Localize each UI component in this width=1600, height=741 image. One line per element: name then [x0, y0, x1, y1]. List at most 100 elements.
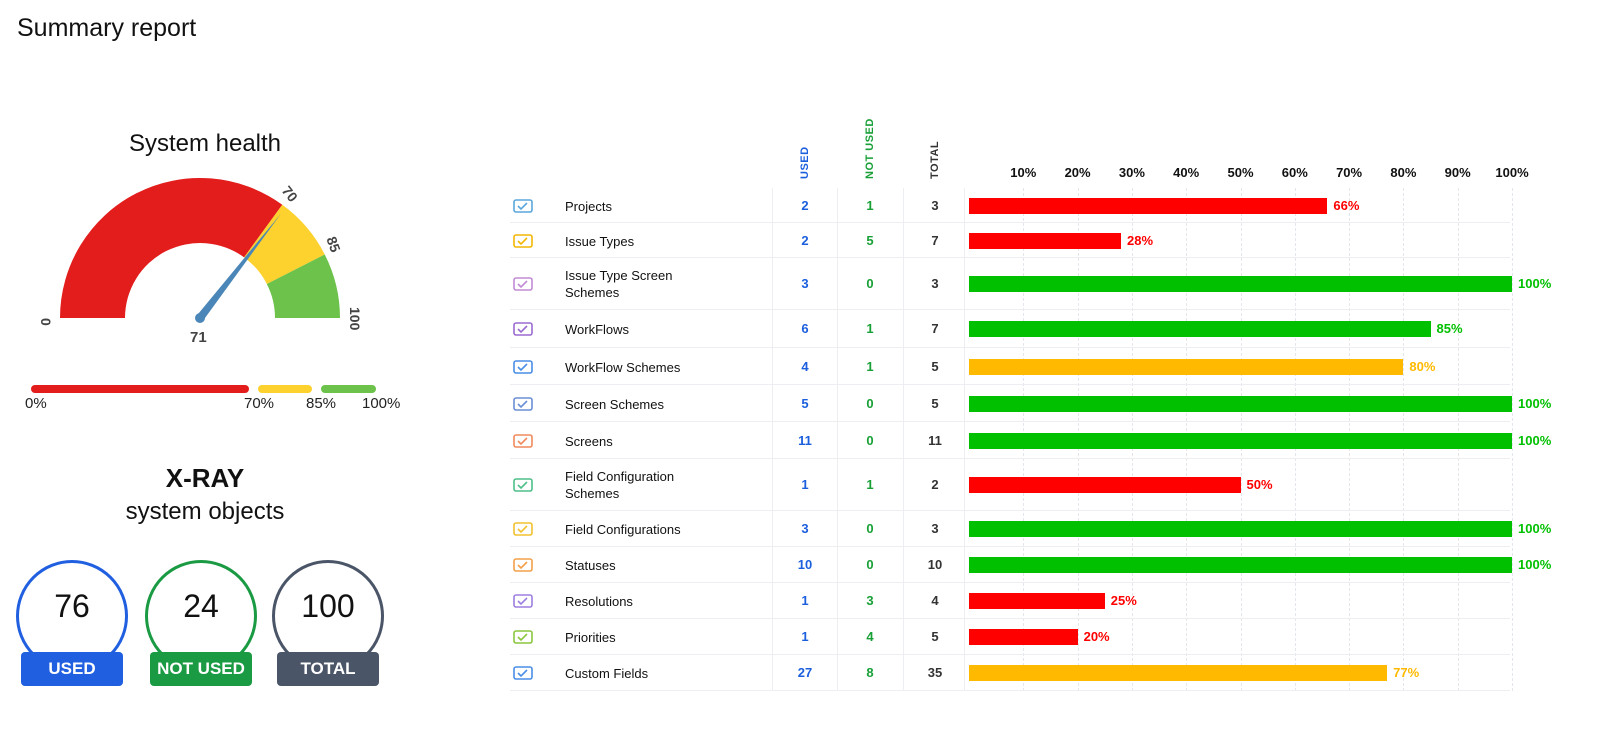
- row-percent-bar: [969, 358, 1404, 375]
- page-title: Summary report: [17, 14, 197, 42]
- row-not-used: 0: [866, 557, 874, 572]
- table-row: Resolutions 1 3 4 25%: [510, 583, 1510, 619]
- resolutions-icon: [512, 592, 533, 610]
- legend-bar-green: [321, 385, 376, 393]
- col-head-not-used: NOT USED: [855, 100, 885, 185]
- row-used: 1: [801, 593, 809, 608]
- axis-tick-label: 40%: [1173, 165, 1200, 180]
- row-percent-label: 66%: [1333, 197, 1360, 213]
- screens-icon: [512, 432, 533, 450]
- gauge-label-70: 70: [279, 183, 301, 205]
- table-row: Issue Type Screen Schemes 3 0 3 100%: [510, 258, 1551, 310]
- row-name: Issue Types: [565, 233, 635, 249]
- gauge-segment-red: [60, 178, 283, 318]
- row-used: 2: [801, 232, 809, 248]
- system-health-title: System health: [128, 130, 282, 157]
- row-percent-bar: [969, 432, 1512, 449]
- row-percent-bar: [969, 593, 1105, 609]
- row-percent-label: 50%: [1246, 477, 1273, 492]
- statuses-icon: [512, 556, 533, 574]
- row-not-used: 1: [866, 197, 874, 213]
- axis-tick-label: 100%: [1495, 165, 1529, 180]
- column-separator: [772, 188, 773, 691]
- system-health-gauge: 0 70 85 100 71: [38, 178, 363, 346]
- row-percent-bar: [969, 276, 1512, 292]
- column-separator: [837, 188, 838, 691]
- row-total: 35: [927, 665, 943, 680]
- row-used: 5: [801, 395, 809, 411]
- legend-bar-yellow: [258, 385, 312, 393]
- row-percent-label: 28%: [1127, 232, 1154, 248]
- row-percent-label: 100%: [1518, 395, 1552, 411]
- legend-label-70: 70%: [244, 395, 275, 412]
- stat-not-used-badge: NOT USED: [150, 652, 252, 686]
- stat-not-used-value: 24: [183, 588, 219, 624]
- table-row: WorkFlows 6 1 7 85%: [510, 310, 1510, 348]
- row-percent-label: 80%: [1409, 358, 1436, 374]
- row-not-used: 0: [866, 276, 874, 291]
- legend-label-100: 100%: [362, 395, 401, 412]
- priorities-icon: [512, 628, 533, 646]
- row-name: Field Configuration Schemes: [565, 469, 675, 501]
- row-percent-label: 100%: [1518, 557, 1552, 572]
- row-name: Custom Fields: [565, 666, 649, 681]
- row-used: 2: [801, 197, 809, 213]
- row-used: 27: [797, 665, 813, 680]
- row-not-used: 3: [866, 593, 874, 608]
- table-row: Projects 2 1 3 66%: [510, 188, 1510, 223]
- stat-used-badge: USED: [21, 652, 123, 686]
- row-percent-bar: [969, 321, 1431, 337]
- objects-table: USED NOT USED TOTAL 10% 20% 30% 40% 50% 60% 70…: [510, 100, 1600, 700]
- row-name: Priorities: [565, 630, 616, 645]
- row-percent-label: 100%: [1518, 521, 1552, 536]
- table-row: Statuses 10 0 10 100%: [510, 547, 1551, 583]
- row-not-used: 5: [866, 232, 874, 248]
- stat-total-badge: TOTAL: [277, 652, 379, 686]
- stat-total-value: 100: [301, 588, 355, 624]
- row-used: 1: [801, 629, 809, 644]
- row-percent-label: 77%: [1393, 665, 1420, 680]
- row-name: WorkFlows: [565, 322, 630, 337]
- col-head-used-label: USED: [799, 146, 811, 179]
- gauge-segment-green: [266, 254, 340, 318]
- row-used: 6: [801, 321, 809, 336]
- axis-tick-label: 10%: [1010, 165, 1037, 180]
- col-head-total-label: TOTAL: [929, 140, 941, 179]
- row-total: 2: [931, 477, 939, 492]
- axis-tick-label: 50%: [1227, 165, 1254, 180]
- projects-icon: [512, 197, 533, 215]
- row-name: Projects: [565, 198, 612, 214]
- row-total: 10: [927, 557, 943, 572]
- axis-tick-label: 30%: [1118, 165, 1145, 180]
- row-not-used: 0: [866, 395, 874, 411]
- row-total: 5: [931, 395, 939, 411]
- row-percent-label: 20%: [1083, 629, 1110, 644]
- row-not-used: 1: [866, 477, 874, 492]
- gauge-segment-yellow: [244, 204, 325, 284]
- gauge-label-max: 100: [347, 307, 363, 331]
- gauge-needle: [196, 213, 281, 321]
- row-not-used: 1: [866, 321, 874, 336]
- row-not-used: 0: [866, 521, 874, 536]
- column-separator: [964, 188, 965, 691]
- column-separator: [903, 188, 904, 691]
- row-percent-label: 100%: [1518, 276, 1552, 291]
- row-percent-bar: [969, 557, 1512, 573]
- col-head-total: TOTAL: [920, 100, 950, 185]
- custom-fields-icon: [512, 664, 533, 682]
- row-percent-bar: [969, 197, 1328, 214]
- workflows-icon: [512, 320, 533, 338]
- issue-type-screen-schemes-icon: [512, 275, 533, 293]
- axis-tick-label: 80%: [1390, 165, 1417, 180]
- row-total: 5: [931, 358, 939, 374]
- row-name: WorkFlow Schemes: [565, 359, 681, 375]
- axis-tick-label: 60%: [1281, 165, 1308, 180]
- field-configurations-icon: [512, 520, 533, 538]
- stat-used: 76 USED: [16, 560, 128, 690]
- row-percent-label: 85%: [1436, 321, 1463, 336]
- gauge-label-min: 0: [38, 318, 54, 326]
- row-not-used: 1: [866, 358, 874, 374]
- grid-line: [1512, 188, 1513, 691]
- row-percent-bar: [969, 629, 1078, 645]
- table-row: Priorities 1 4 5 20%: [510, 619, 1510, 655]
